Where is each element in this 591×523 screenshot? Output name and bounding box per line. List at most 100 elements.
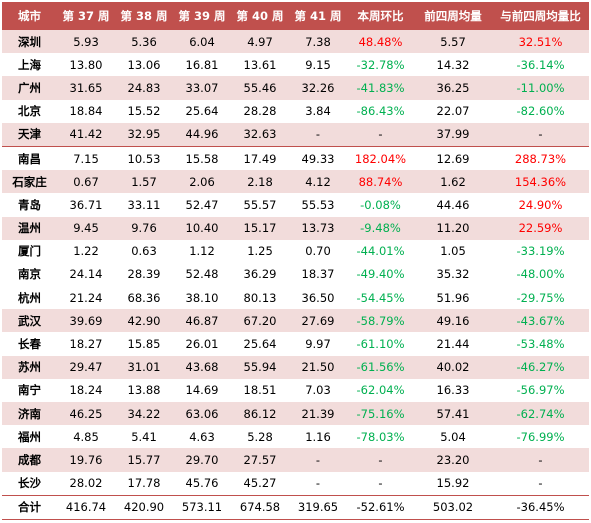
value-cell: 36.25 xyxy=(436,80,470,95)
total-value-cell: 674.58 xyxy=(231,494,289,520)
value-cell: 16.33 xyxy=(436,383,470,398)
table-body: 深圳 5.93 5.36 6.04 4.97 7.38 48.48% 5.57 32.51% 上海… xyxy=(2,30,589,520)
value-cell: 18.37 xyxy=(301,267,335,282)
value-cell: 5.04 xyxy=(440,429,466,444)
city-name-cell: 深圳 xyxy=(18,34,41,49)
city-name-cell: 温州 xyxy=(18,221,41,236)
value-cell: 28.02 xyxy=(69,476,103,491)
city-name-cell: 天津 xyxy=(18,127,41,142)
value-cell: 9.76 xyxy=(131,221,157,236)
city-name-cell: 福州 xyxy=(18,429,41,444)
table-row: 北京 18.84 15.52 25.64 28.28 3.84 -86.43% 22.07 -8… xyxy=(2,99,589,123)
table-row: 长春 18.27 15.85 26.01 25.64 9.97 -61.10% 21.44 -5… xyxy=(2,332,589,356)
value-cell: 5.41 xyxy=(131,429,157,444)
column-header: 第 39 周 xyxy=(178,9,226,23)
value-cell: 14.69 xyxy=(185,383,219,398)
city-name-cell: 上海 xyxy=(18,57,41,72)
total-value-cell: 573.11 xyxy=(173,494,231,520)
value-cell: 0.67 xyxy=(73,174,99,189)
value-cell: 15.77 xyxy=(127,452,161,467)
city-name-cell: 成都 xyxy=(18,452,41,467)
value-cell: - xyxy=(538,452,543,467)
value-cell: 5.57 xyxy=(440,34,466,49)
value-cell: 18.51 xyxy=(243,383,277,398)
value-cell: 48.48% xyxy=(358,34,403,49)
value-cell: 15.58 xyxy=(173,145,231,171)
value-cell: -36.14% xyxy=(516,57,565,72)
table-row: 长沙 28.02 17.78 45.76 45.27 - - 15.92 - xyxy=(2,471,589,496)
value-cell: 11.20 xyxy=(436,221,470,236)
value-cell: 51.96 xyxy=(436,290,470,305)
value-cell: 29.47 xyxy=(69,360,103,375)
city-name-cell: 苏州 xyxy=(18,360,41,375)
value-cell: - xyxy=(378,476,383,491)
value-cell: 45.76 xyxy=(185,476,219,491)
value-cell: 49.16 xyxy=(436,313,470,328)
value-cell: 86.12 xyxy=(243,406,277,421)
city-name-cell: 长沙 xyxy=(18,476,41,491)
value-cell: -61.10% xyxy=(356,337,405,352)
value-cell: -82.60% xyxy=(516,104,565,119)
value-cell: -56.97% xyxy=(516,383,565,398)
value-cell: 68.36 xyxy=(127,290,161,305)
value-cell: 24.90% xyxy=(518,197,563,212)
value-cell: 34.22 xyxy=(127,406,161,421)
value-cell: 12.69 xyxy=(414,145,492,171)
value-cell: 18.84 xyxy=(69,104,103,119)
value-cell: 1.16 xyxy=(305,429,331,444)
table-row: 深圳 5.93 5.36 6.04 4.97 7.38 48.48% 5.57 32.51% xyxy=(2,30,589,54)
value-cell: 42.90 xyxy=(127,313,161,328)
value-cell: 55.46 xyxy=(243,80,277,95)
table-row: 青岛 36.71 33.11 52.47 55.57 55.53 -0.08% 44.46 24… xyxy=(2,193,589,217)
city-name-cell: 南宁 xyxy=(18,383,41,398)
value-cell: 28.28 xyxy=(243,104,277,119)
value-cell: 28.39 xyxy=(127,267,161,282)
total-value-cell: 420.90 xyxy=(115,494,173,520)
value-cell: 10.40 xyxy=(185,221,219,236)
value-cell: -32.78% xyxy=(356,57,405,72)
value-cell: 2.18 xyxy=(247,174,273,189)
value-cell: 1.05 xyxy=(440,244,466,259)
value-cell: 7.38 xyxy=(305,34,331,49)
value-cell: 24.83 xyxy=(127,80,161,95)
value-cell: 9.97 xyxy=(305,337,331,352)
header-row: 城市 第 37 周第 38 周第 39 周第 40 周第 41 周 本周环比 前四周均… xyxy=(2,2,589,30)
total-row: 合计 416.74 420.90 573.11 674.58 319.65 -52.61% 5… xyxy=(2,494,589,520)
value-cell: -58.79% xyxy=(356,313,405,328)
value-cell: 57.41 xyxy=(436,406,470,421)
value-cell: -44.01% xyxy=(356,244,405,259)
value-cell: 49.33 xyxy=(289,145,347,171)
value-cell: -62.04% xyxy=(356,383,405,398)
value-cell: 19.76 xyxy=(69,452,103,467)
value-cell: -75.16% xyxy=(356,406,405,421)
table-row: 南京 24.14 28.39 52.48 36.29 18.37 -49.40% 35.32 -… xyxy=(2,262,589,287)
value-cell: 4.97 xyxy=(247,34,273,49)
value-cell: 46.87 xyxy=(185,313,219,328)
value-cell: 63.06 xyxy=(185,406,219,421)
value-cell: 9.45 xyxy=(73,221,99,236)
value-cell: 32.51% xyxy=(518,34,563,49)
value-cell: 39.69 xyxy=(69,313,103,328)
value-cell: -86.43% xyxy=(356,104,405,119)
value-cell: - xyxy=(378,452,383,467)
value-cell: -0.08% xyxy=(360,197,401,212)
column-header: 城市 xyxy=(18,9,41,23)
value-cell: 1.57 xyxy=(131,174,157,189)
value-cell: - xyxy=(315,452,321,467)
value-cell: 13.06 xyxy=(127,57,161,72)
value-cell: 1.25 xyxy=(247,244,273,259)
value-cell: 32.95 xyxy=(127,127,161,142)
value-cell: 52.47 xyxy=(185,197,219,212)
value-cell: 27.57 xyxy=(243,452,277,467)
city-name-cell: 济南 xyxy=(18,406,41,421)
value-cell: 22.07 xyxy=(436,104,470,119)
value-cell: 52.48 xyxy=(185,267,219,282)
value-cell: 32.26 xyxy=(301,80,335,95)
value-cell: 6.04 xyxy=(189,34,215,49)
column-header: 与前四周均量比 xyxy=(500,9,581,23)
value-cell: 35.32 xyxy=(436,267,470,282)
value-cell: -48.00% xyxy=(516,267,565,282)
value-cell: 24.14 xyxy=(69,267,103,282)
value-cell: 7.03 xyxy=(305,383,331,398)
